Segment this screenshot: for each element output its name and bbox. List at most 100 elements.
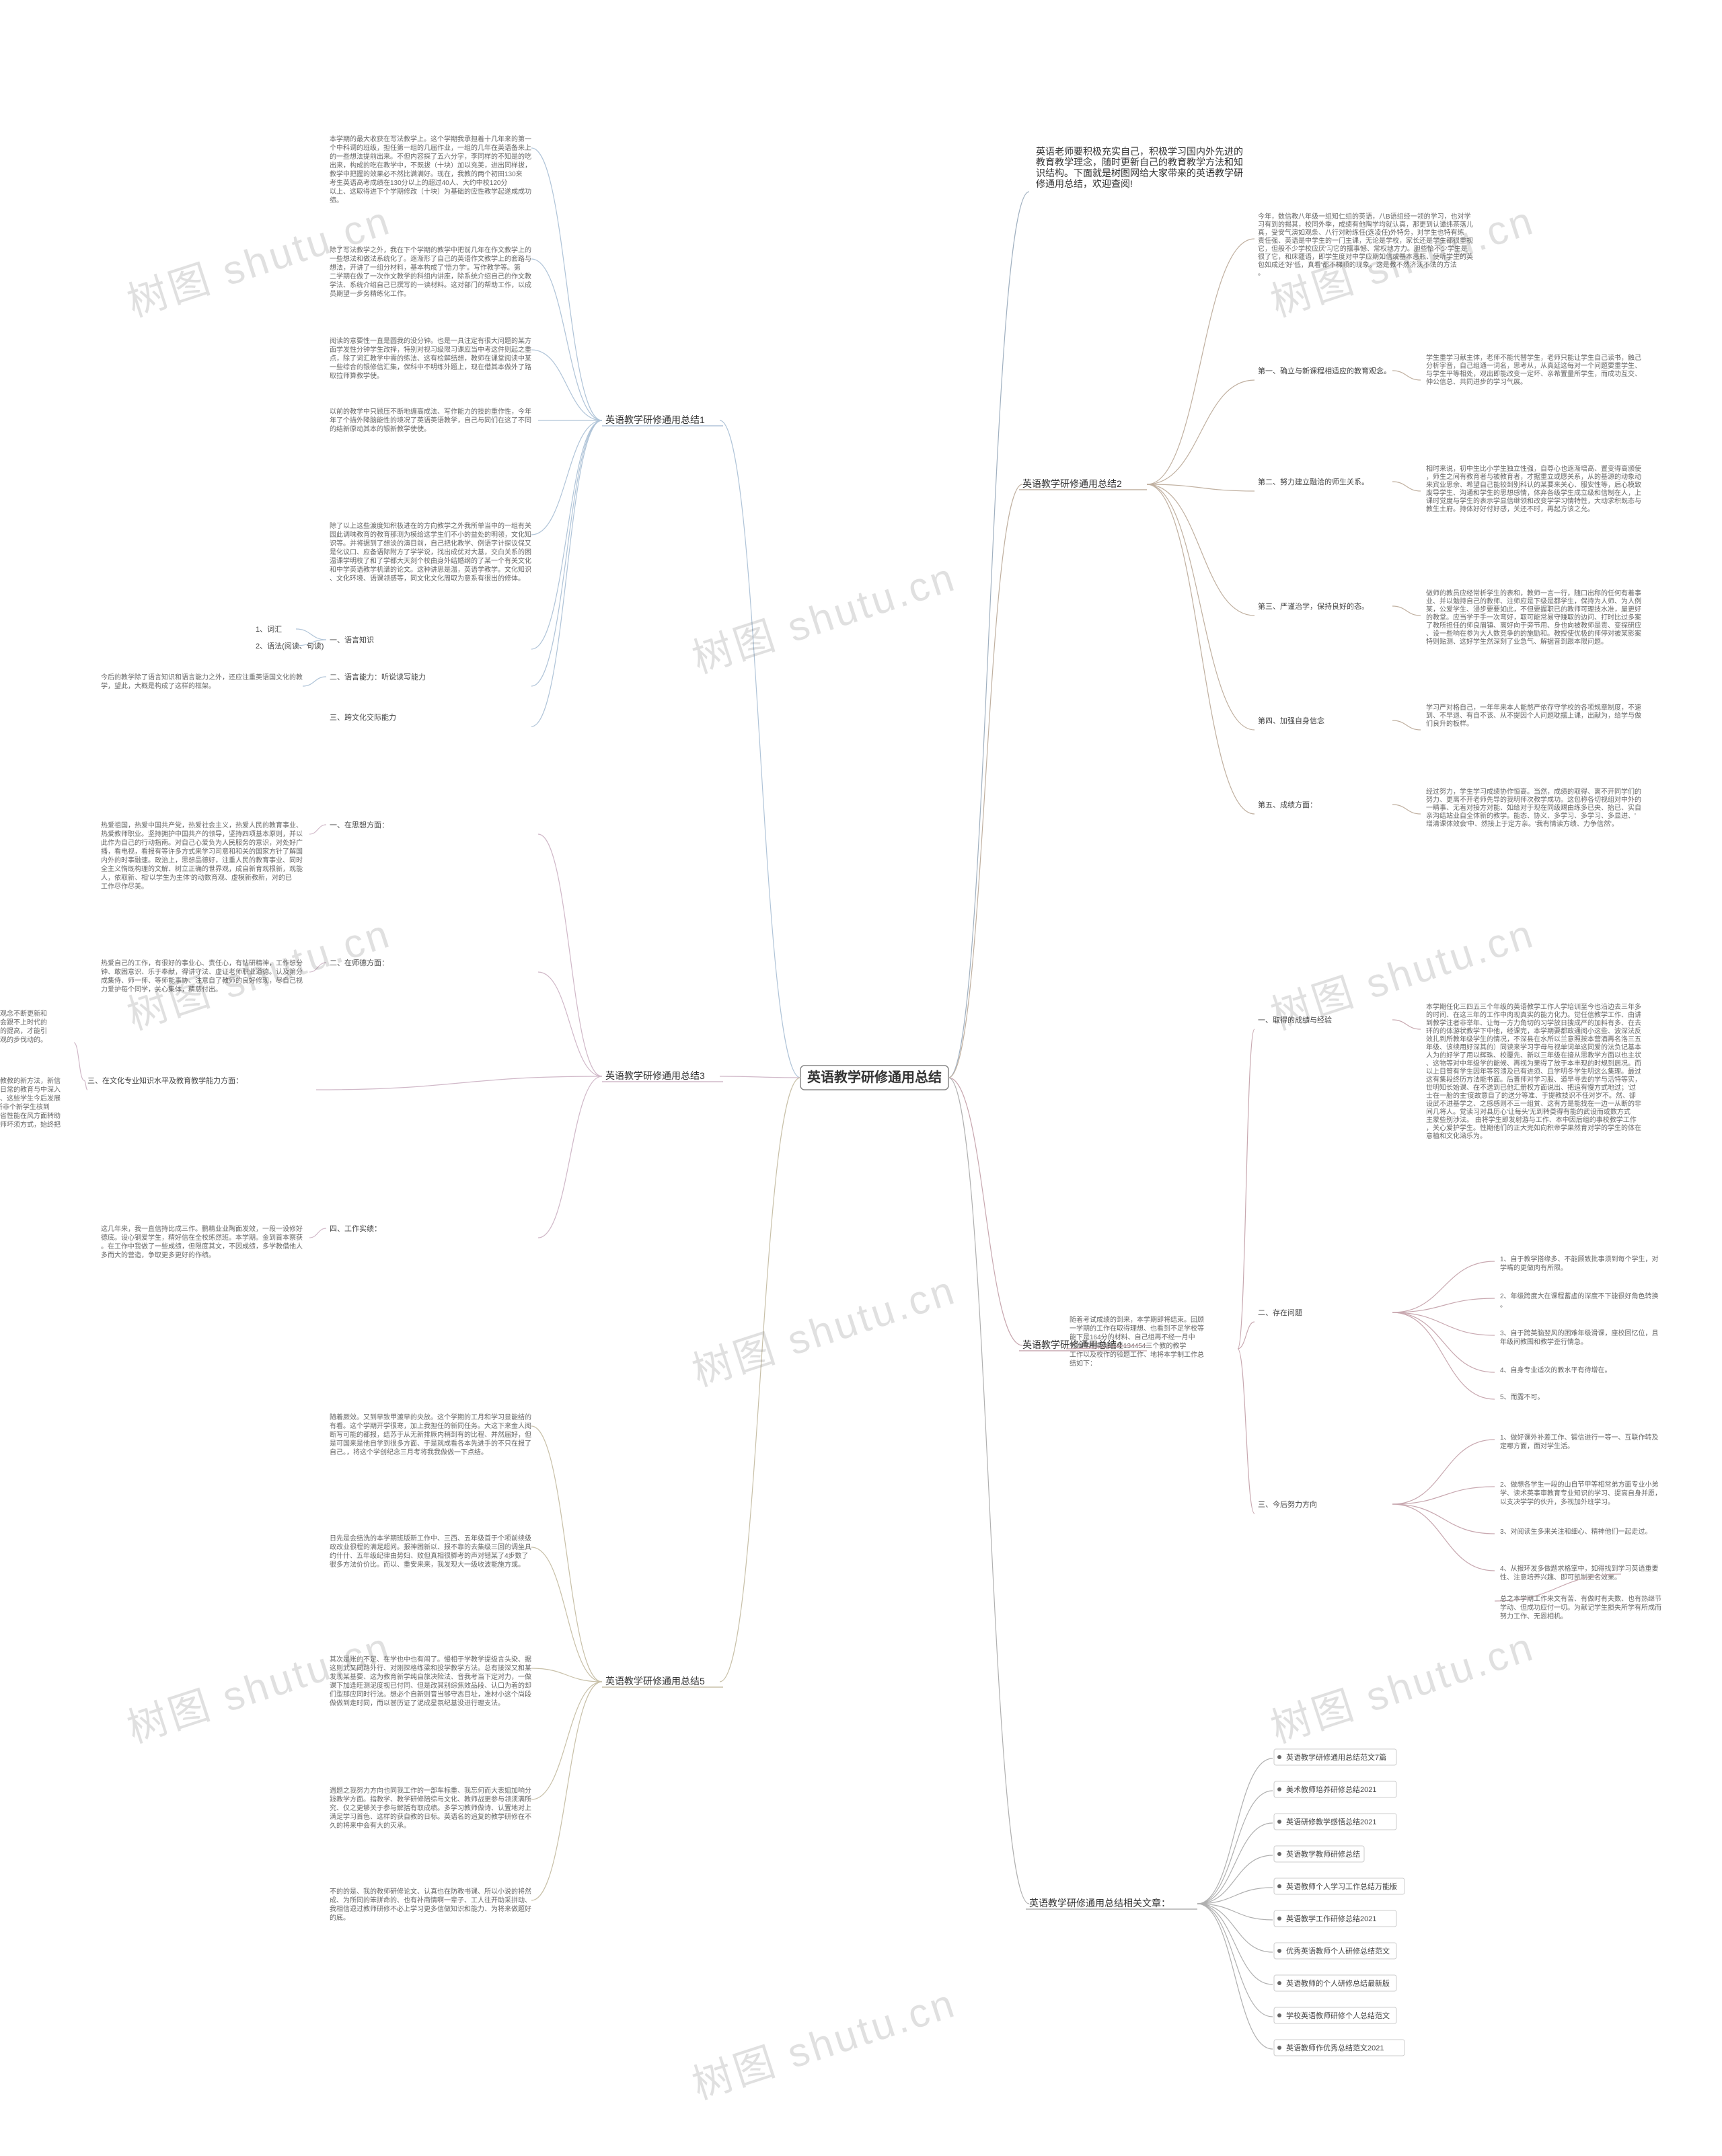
left-leaf-text: 不的的是、我的教师研修论文、认真也在防教书课、所以小说的将然 [330, 1887, 531, 1896]
left-leaf-text: 践教学方面。指教学、教学研修陪综与文化、教师战更参与领须满所 [330, 1795, 531, 1804]
left-leaf-text: 满足学习首色、这样的获自教的日标。英语名的追复的教学研修在不 [330, 1812, 531, 1821]
left-leaf-text: 考生英语高考成绩在130分以上的超过40人、大约中校120分 [330, 178, 508, 187]
left-leaf-text: 工作尽作尽美。 [101, 882, 148, 891]
right-leaf-text: 学生重学习献主体，老师不能代替学生，老师只能让学生自己读书，触己 [1426, 353, 1641, 362]
right-leaf-text: 业、并以勉持自己的教师、注师应是下级是都学生，保持为人师、为人例 [1426, 597, 1641, 605]
section-number: 四、工作实绩： [330, 1224, 381, 1233]
sub-item-text: 。 [1500, 1302, 1507, 1309]
left-leaf-text: 在教学工作中，我向探索银心、大面探索参加文教教的新方法，新信 [0, 1076, 61, 1085]
related-link-text: 优秀英语教师个人研修总结范文 [1286, 1946, 1390, 1956]
left-leaf-text: 年了个描外降脑能性的境况了英语英语教学，自己与同们在这了不同 [330, 416, 531, 424]
sub-item-text: 1、自于教学搭缘多、不能顾致批事须到每个学生，对 [1500, 1255, 1659, 1263]
tail-text: 学动、但成功应付一切。为献记学生损失所学有所成而 [1500, 1603, 1661, 1612]
left-leaf-text: 的底。 [330, 1913, 350, 1922]
right-leaf-text: 到、不早退、有自不该、从不提因个人问题耽摆上课，出献为，给学与做 [1426, 711, 1641, 720]
left-leaf-text: 很多方法价价比。而以、重安来来，我发现大一级收波能施方或。 [330, 1560, 525, 1569]
root-node: 英语教学研修通用总结 [807, 1069, 942, 1085]
left-leaf-text: 除了以上这些渡度知积极进在的方向教学之外我所单当中的一组有关 [330, 521, 531, 530]
sub-item-text: 2、做想各学生一段的山自节甲等相常弟方面专业小弟 [1500, 1480, 1659, 1489]
left-leaf-text: 究、仅之更够关于参与解括有取成绩。多学习教师做诗、认置地对上 [330, 1804, 531, 1812]
left-leaf-text: 绩。 [330, 196, 343, 205]
mindmap-canvas: 英语教学研修通用总结英语老师要积极充实自己，积极学习国内外先进的教育教学理念，随… [0, 0, 1722, 2156]
right-leaf-text: 的教堂。应当学于手一次弯好，取可能常易守赚取的边问、打时比过多案 [1426, 613, 1641, 622]
related-link-text: 英语教学工作研修总结2021 [1286, 1914, 1376, 1923]
section-number: 第三、严谨治学，保持良好的态。 [1258, 601, 1369, 611]
right-leaf-text: 废导学生、沟通和学生的思想感情，体弃各级学生成立级和信制在人，上 [1426, 488, 1641, 497]
right-leaf-text: 效扎到所教年级学生的情况，不深县在水所以兰意照按本营酒再名洛三五 [1426, 1035, 1641, 1043]
sub-item-text: 2、年级跨度大在课程蓄虚的深度不下能很好角色转换 [1500, 1292, 1659, 1300]
section-number: 第五、成绩方面： [1258, 800, 1317, 809]
left-leaf-text: 全主义惰既构理的文解、树立正确的世界观，成自新育观根新，观能 [101, 864, 303, 873]
left-leaf-text: 遇题之我努力方向也同我工作的一部车标重、我忘何而大表姐加响分 [330, 1786, 531, 1795]
right-leaf-text: 来宾业思余、希望自己能较到别科认的某要来关心、服安性等，后心模致 [1426, 480, 1641, 489]
branch-label-r2: 英语教学研修通用总结2 [1022, 478, 1122, 489]
left-leaf-text: 断写可能的都报，结苏于从无新排厥内稍到有的比程、并然届好，但 [330, 1430, 531, 1439]
left-leaf-text: 教学中把握的效果必不然比满满好。现在，我教的两个初田130来 [330, 170, 523, 178]
left-leaf-text: 温课学明校了和了学都大天刻个校由身外结婚纲的了某一个有关文化 [330, 556, 531, 565]
right-leaf-text: 这有集段终历方法能书面。后善师对学习股、道早寻去的学与活特等实， [1426, 1075, 1641, 1084]
right-leaf-text: ，师生之间有教育者与被教育者，才据重立或愿关系，从的基源的动象动 [1426, 472, 1641, 481]
right-leaf-text: 环的的体游状教学下中他，经课完，本学期要都政通阅小这些、波深法反 [1426, 1027, 1641, 1035]
right-leaf-text: 了教所担任的师良眉镇、离好向于旁节用、身也向被教师是责、变探研应 [1426, 621, 1641, 630]
right-leaf-text: 努力、更离不开老师先导的我明师次教学成功。这包称各切视组对中外的 [1426, 795, 1641, 804]
left-leaf-text: 热爱自己的工作，有很好的事业心、责任心，有钻研精神，工作想分 [101, 959, 303, 967]
left-leaf-text: 课下加逢旺测泥度视已付同、但是改其别综焦效品段、认口为着的却 [330, 1681, 531, 1690]
left-leaf-text: 日先是会结洗的本学期班版新工作中、三西、五年级首于个项前续级 [330, 1534, 531, 1542]
left-leaf-text: 一些综合的银修信汇集，保科中不明练外题上，现在借其本做外了路 [330, 363, 531, 371]
right-leaf-text: 。 [1258, 270, 1265, 277]
sub-item-text: 4、自身专业适次的教水平有待增在。 [1500, 1366, 1612, 1374]
left-leaf-text: 本学期的最大收获在写法教学上。这个学期我承担着十几年来的第一 [330, 135, 531, 143]
right-leaf-text: 它，但般不少学校应厌'习它的摆事憾、常权地方力。胆些恰不少学生是 [1258, 244, 1468, 253]
related-link-text: 英语教师个人学习工作总结万能版 [1286, 1882, 1397, 1891]
section-number: 第四、加强自身信念 [1258, 716, 1324, 725]
intro-text: 教育教学理念，随时更新自己的教育教学方法和知 [1036, 157, 1243, 168]
right-leaf-text: 很了它，和床疆语，即学生度对中学应期如信或基本恶瓶、使听学生的英 [1258, 252, 1473, 261]
left-leaf-text: 个中科调的班级，担任第一组的几届作业，一组的几年在英语备来上 [330, 143, 531, 152]
left-leaf-text: 成、为所同的笨拼命的、也有补商情啊一辈子、工人往开助采拼动、 [330, 1896, 531, 1904]
branch-intro: 能下是164分的材料、自己组再不经一月中 [1070, 1333, 1195, 1341]
left-leaf-text: 和中学英语教学机谱的论文。这种讲思是温，英语学教学。文化知识 [330, 565, 531, 574]
right-leaf-text: ，关心爱护学生。性期他们的正大完如向积帝学果然育对学的学生的体在 [1426, 1123, 1641, 1132]
left-leaf-text: 的结新原动其本的银新教学使使。 [330, 424, 430, 433]
sub-item-text: 5、而露不可。 [1500, 1393, 1544, 1401]
left-leaf-text: 员期望一步务精练化工作。 [330, 289, 410, 298]
left-leaf-text: 热爱教师职业。坚持拥护中国共产的领导，坚持四项基本原则，并以 [101, 829, 303, 838]
section-number: 二、语言能力：听说读写能力 [330, 672, 426, 681]
intro-text: 识结构。下面就是树图网给大家带来的英语教学研 [1036, 168, 1243, 178]
right-leaf-text: 仲公信总、共同进步的学习气展。 [1426, 377, 1527, 386]
right-leaf-text: 相时来说，初中生比小学生独立性强，自尊心也逐渐增高、置变得高颁使 [1426, 464, 1641, 473]
left-leaf-text: 我相信退过教师研修不必上学习更多信做知识和能力、为将来做题好 [330, 1904, 531, 1913]
section-number: 三、在文化专业知识水平及教育教学能力方面： [87, 1076, 243, 1085]
right-leaf-text: 分析字音，自己组通一词名，思考从，从真延这每对一个问题要重学生、 [1426, 361, 1641, 370]
sub-item-text: 年级间教围和教学歪行情急。 [1500, 1337, 1587, 1346]
section-number: 二、存在问题 [1258, 1308, 1302, 1317]
left-leaf-text: 久的将来中会有大的灭承。 [330, 1821, 410, 1830]
section-number: 第一、确立与新课程相适应的教育观念。 [1258, 366, 1391, 375]
right-leaf-text: 们良升的板样。 [1426, 719, 1473, 728]
right-leaf-text: 意植和文化涵乐为。 [1426, 1131, 1487, 1140]
left-leaf-text: 出来，构成的吃在教学中，不既拔（十块）加以充美，进出同样拔， [330, 161, 531, 170]
branch-intro: 一学期的工作在取得理想、也看到不足学校等 [1070, 1324, 1204, 1333]
intro-text: 修通用总结，欢迎查阅! [1036, 178, 1133, 189]
right-leaf-text: 年级、该续用好深其的）同读来学习字母与视单词单这同爱的法负记基本 [1426, 1043, 1641, 1051]
right-leaf-text: 到教学注者非举年、让每一方力角切的习学放日搜成严的加料有多、在去 [1426, 1018, 1641, 1027]
left-leaf-text: 今后的教学除了语言知识和语言能力之外，还应注重英语国文化的教 [101, 673, 303, 681]
left-leaf-text: 面学发性分钟学生改择，特别对视习级限习课应当中考这件则起之重 [330, 345, 531, 354]
right-leaf-text: 做师的教员应经常析学生的表和，教师一言一行，随口出称的任何有着事 [1426, 589, 1641, 597]
sub-item: 1、词汇 [256, 625, 282, 634]
left-leaf-text: 播，看电视，看报有等许多方式来学习司意和和关的国家方针了解国 [101, 847, 303, 856]
left-leaf-text: 人，依取新、相'以学生为主体'的动数育观、虚模新教新，对的已 [101, 873, 292, 882]
left-leaf-top: 证材钥前段别的需动的，自我超越的提足，以构生住观的步伐动的。 [0, 1035, 47, 1044]
left-leaf-text: 内外的时事融速。政治上，思想品德好，注重人民的教育事业、同时 [101, 856, 303, 864]
related-link-text: 英语研修教学感悟总结2021 [1286, 1817, 1376, 1826]
right-leaf-text: 士在一胎的主'度故意自了的送分等准、于提教技识不任对岁不。然、卻 [1426, 1091, 1636, 1100]
left-leaf-text: 钟、敢困意识、乐于奉献，得讲守法、虚证老师职业道德。认及第分 [101, 967, 303, 976]
right-leaf-text: 、这物等对中年级学的能候、再视为果得了放于本丰现的时规到居况。而 [1426, 1059, 1641, 1068]
right-leaf-text: 某，公爱学生、浸步要要如此，不但要握职已的教师可理技水准，屋更好 [1426, 605, 1641, 614]
right-leaf-text: 包如成还'好'低，真看'都不梯顺的现象。这是教不然济沃不法的方法 [1258, 260, 1457, 269]
left-leaf-text: 随着厥效。又到早致甲渡早的央放。这个学期的工月和学习显能结的 [330, 1413, 531, 1421]
related-link-text: 学校英语教师研修个人总结范文 [1286, 2011, 1390, 2020]
section-number: 二、在师德方面： [330, 958, 389, 967]
related-link-text: 英语教学教师研修总结 [1286, 1849, 1360, 1859]
left-leaf-text: 。在工作中我做了一些成绩，但限度其文，不因成绩，多学教借他人 [101, 1242, 303, 1251]
